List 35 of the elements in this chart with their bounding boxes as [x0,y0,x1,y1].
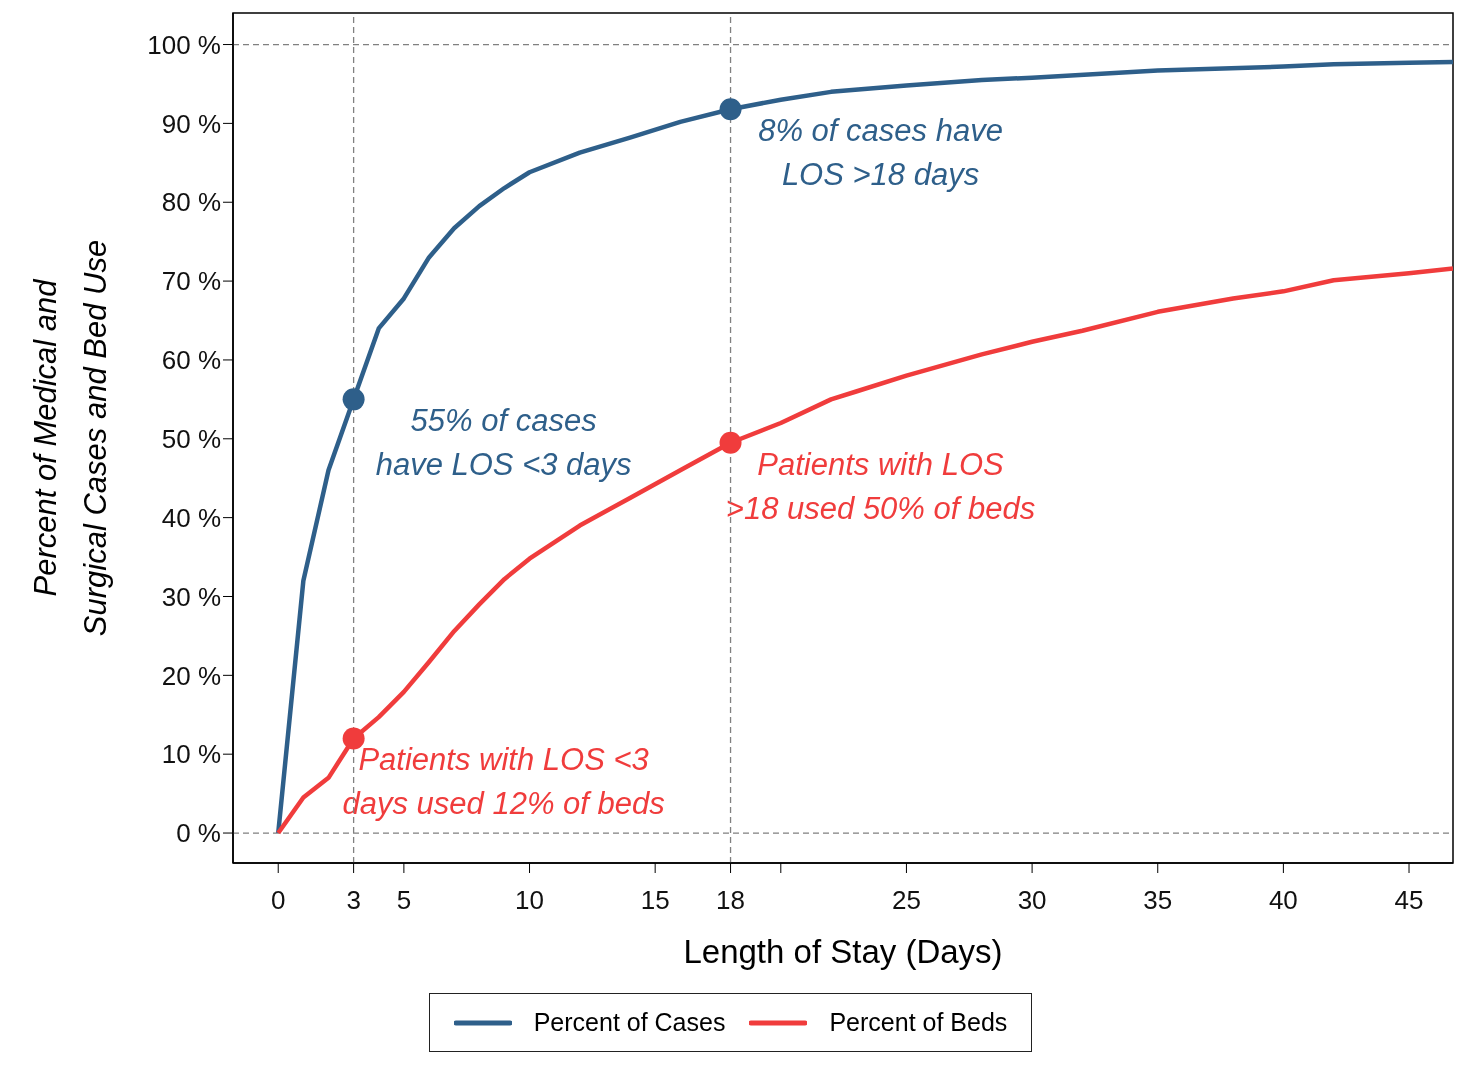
y-tick-label: 90 % [161,108,221,139]
y-axis-title: Percent of Medical and Surgical Cases and Bed Use [28,239,113,637]
annotation: Patients with LOS <3 days used 12% of beds [342,742,665,822]
point [342,388,365,411]
y-tick-label: 60 % [161,345,221,376]
legend-label: Percent of Cases [533,1008,726,1037]
y-tick-label: 30 % [161,581,221,612]
y-tick-label: 70 % [161,266,221,297]
annotation: Patients with LOS >18 used 50% of beds [725,446,1036,526]
y-tick-label: 80 % [161,187,221,218]
x-tick-label: 25 [891,885,921,915]
y-tick-label: 20 % [161,660,221,691]
legend-label: Percent of Beds [829,1008,1008,1037]
y-tick-label: 100 % [147,29,221,60]
annotation: 55% of cases have LOS <3 days [375,403,632,483]
x-tick-label: 3 [346,885,361,915]
x-tick-label: 35 [1143,885,1173,915]
annotation: 8% of cases have LOS >18 days [758,113,1003,193]
x-tick-label: 15 [640,885,670,915]
point [719,431,742,454]
y-tick-label: 50 % [161,424,221,455]
x-tick-label: 10 [515,885,544,915]
y-tick-label: 0 % [176,818,221,849]
x-tick-label: 0 [271,885,286,915]
line-series [275,59,1453,836]
x-tick-label: 18 [716,885,746,915]
y-tick-label: 40 % [161,502,221,533]
x-tick-label: 5 [396,885,412,915]
line-series [275,266,1453,836]
x-tick-label: 30 [1017,885,1047,915]
point [719,98,742,121]
x-axis-title: Length of Stay (Days) [683,933,1003,970]
x-tick-label: 45 [1394,885,1424,915]
x-tick-label: 40 [1268,885,1298,915]
y-tick-label: 10 % [161,739,221,770]
